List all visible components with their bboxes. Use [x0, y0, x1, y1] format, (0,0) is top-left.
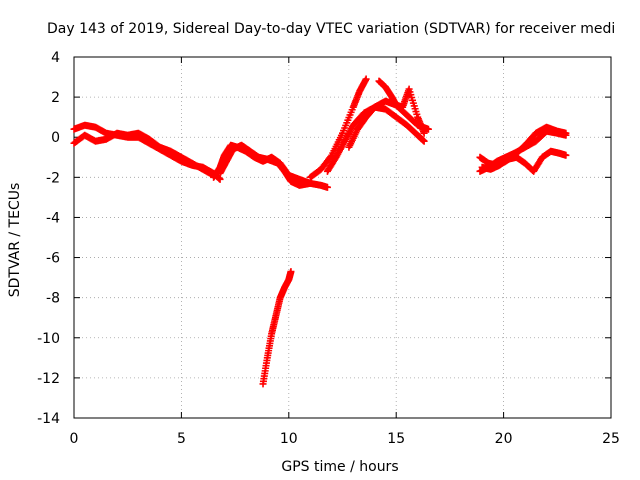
y-tick-label: -4	[46, 210, 60, 226]
data-point	[420, 129, 428, 137]
x-tick-label: 25	[602, 431, 620, 447]
plot-frame	[73, 56, 612, 419]
y-tick-label: -6	[46, 251, 60, 267]
data-point	[287, 268, 295, 276]
y-tick-label: -12	[37, 371, 60, 387]
y-tick-label: 2	[51, 90, 60, 106]
data-point	[216, 175, 224, 183]
series-track-l	[478, 147, 570, 175]
y-axis-label: SDTVAR / TECUs	[7, 183, 23, 298]
data-point	[362, 75, 370, 83]
series-track-i	[259, 268, 295, 388]
data-point	[323, 183, 331, 191]
data-point	[424, 125, 432, 133]
series-track-b	[70, 129, 218, 179]
series-track-g	[345, 97, 432, 151]
x-axis-label: GPS time / hours	[281, 459, 398, 475]
x-tick-label: 10	[280, 431, 298, 447]
series-track-e	[306, 75, 370, 181]
grid	[74, 57, 611, 418]
series-track-a	[70, 121, 224, 183]
y-tick-label: 4	[51, 50, 60, 66]
x-tick-label: 20	[495, 431, 513, 447]
data-point	[306, 179, 314, 187]
y-tick-label: -14	[37, 411, 60, 427]
x-tick-label: 15	[387, 431, 405, 447]
data-point	[420, 137, 428, 145]
x-tick-label: 0	[70, 431, 79, 447]
series-track-f	[323, 103, 428, 175]
y-tick-label: -10	[37, 331, 60, 347]
x-tick-label: 5	[177, 431, 186, 447]
data-point	[562, 129, 570, 137]
y-tick-label: -2	[46, 170, 60, 186]
y-tick-label: 0	[51, 130, 60, 146]
y-tick-label: -8	[46, 291, 60, 307]
data-layer	[70, 75, 570, 388]
series-track-h	[375, 77, 428, 137]
chart-title: Day 143 of 2019, Sidereal Day-to-day VTE…	[47, 21, 615, 37]
data-point	[562, 151, 570, 159]
series-track-d	[216, 141, 314, 189]
